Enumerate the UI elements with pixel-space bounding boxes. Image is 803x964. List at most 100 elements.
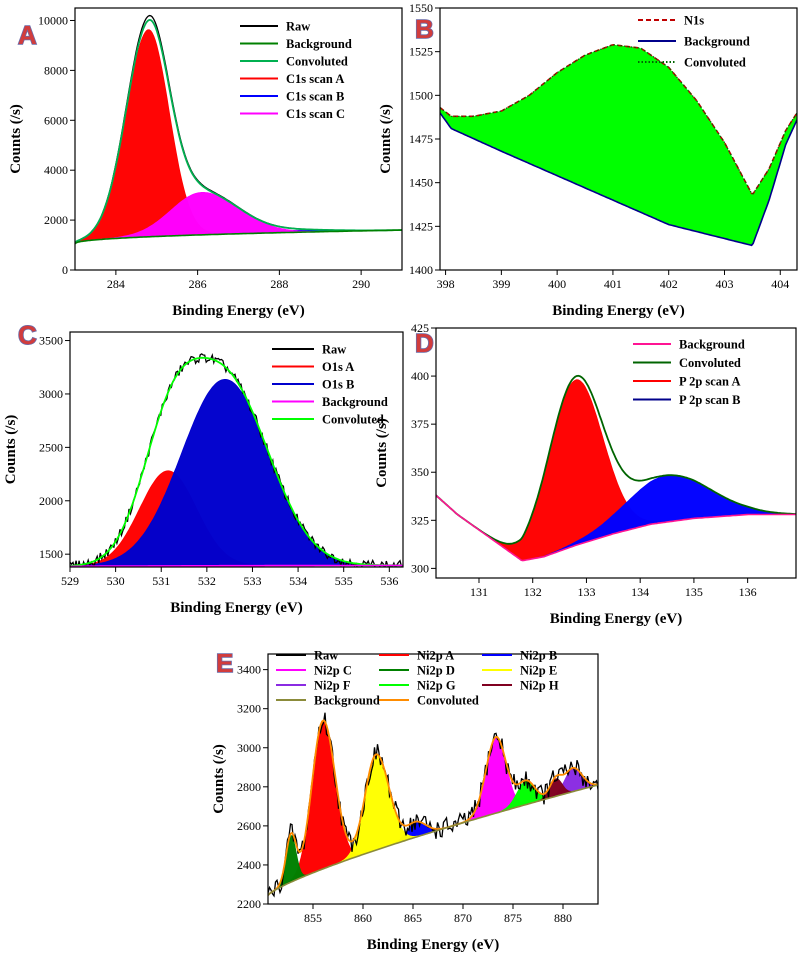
x-tick-label: 534 [289, 574, 307, 588]
x-tick-label: 880 [554, 911, 572, 925]
axes-frame [435, 327, 797, 579]
legend-label: Raw [286, 20, 310, 34]
panel-letter-a: A [18, 20, 37, 50]
x-tick-label: 399 [492, 277, 510, 291]
y-tick-label: 10000 [38, 13, 68, 27]
x-axis-title: Binding Energy (eV) [367, 937, 500, 953]
panel-letter-d: D [415, 328, 434, 358]
legend-label: Ni2p D [417, 664, 455, 678]
plot-area [70, 353, 403, 567]
x-tick-label: 398 [437, 277, 455, 291]
y-tick-label: 300 [411, 561, 429, 575]
plot-area [75, 14, 402, 245]
legend-label: Ni2p H [520, 679, 559, 693]
convoluted-line [75, 18, 402, 244]
legend-label: P 2p scan A [679, 375, 740, 389]
x-tick-label: 290 [352, 277, 370, 291]
legend-label: Ni2p A [417, 649, 454, 663]
y-tick-label: 1500 [409, 88, 433, 102]
y-tick-label: 1475 [409, 132, 433, 146]
y-tick-label: 2500 [39, 440, 63, 454]
x-tick-label: 532 [198, 574, 216, 588]
x-axis-title: Binding Energy (eV) [170, 600, 303, 616]
x-tick-label: 133 [577, 585, 595, 599]
panel-letter-c: C [18, 320, 37, 350]
convoluted-line [268, 719, 598, 896]
y-tick-label: 375 [411, 417, 429, 431]
legend-label: Raw [322, 343, 346, 357]
y-tick-label: 2400 [237, 858, 261, 872]
x-tick-label: 132 [524, 585, 542, 599]
x-tick-label: 530 [107, 574, 125, 588]
y-tick-label: 1425 [409, 219, 433, 233]
peak-fill-ni2p-a [268, 719, 598, 896]
y-axis-title: Counts (/s) [8, 104, 24, 174]
x-tick-label: 404 [771, 277, 789, 291]
legend-label: Ni2p F [314, 679, 351, 693]
legend-label: Ni2p C [314, 664, 352, 678]
legend-label: N1s [684, 14, 704, 28]
y-tick-label: 425 [411, 321, 429, 335]
x-tick-label: 870 [454, 911, 472, 925]
legend-label: P 2p scan B [679, 393, 740, 407]
y-tick-label: 0 [62, 263, 68, 277]
background-line [436, 494, 796, 562]
x-tick-label: 403 [715, 277, 733, 291]
x-tick-label: 531 [152, 574, 170, 588]
legend-label: O1s A [322, 360, 354, 374]
legend-label: O1s B [322, 378, 354, 392]
y-tick-label: 3000 [39, 387, 63, 401]
y-tick-label: 1500 [39, 547, 63, 561]
panel-letter-e: E [216, 648, 233, 678]
legend-label: Convoluted [417, 694, 479, 708]
y-tick-label: 2200 [237, 897, 261, 911]
x-axis-title: Binding Energy (eV) [172, 303, 305, 319]
y-tick-label: 3400 [237, 663, 261, 677]
chart-panel-e: 855 860 865 870 875 880 2200 2400 2600 2800 3000 32… [211, 647, 599, 953]
x-tick-label: 860 [354, 911, 372, 925]
legend-label: Raw [314, 649, 338, 663]
chart-panel-c: 529 530 531 532 533 534 535 536 1500 2000 2500 3000… [3, 319, 404, 616]
y-tick-label: 1525 [409, 45, 433, 59]
y-tick-label: 350 [411, 465, 429, 479]
x-tick-label: 529 [61, 574, 79, 588]
legend-label: Convoluted [684, 56, 746, 70]
x-axis-title: Binding Energy (eV) [550, 611, 683, 627]
legend-label: Background [679, 338, 745, 352]
x-tick-label: 400 [548, 277, 566, 291]
x-tick-label: 855 [304, 911, 322, 925]
x-tick-label: 402 [660, 277, 678, 291]
chart-panel-a: 284 286 288 290 0 2000 4000 6000 8000 10000 Bindin… [8, 7, 403, 319]
y-tick-label: 1450 [409, 176, 433, 190]
y-axis-title: Counts (/s) [3, 415, 19, 485]
plot-area [436, 374, 796, 562]
x-tick-label: 286 [189, 277, 207, 291]
y-tick-label: 1550 [409, 1, 433, 15]
y-tick-label: 3000 [237, 741, 261, 755]
legend-label: Ni2p E [520, 664, 557, 678]
x-tick-label: 288 [270, 277, 288, 291]
y-axis-title: Counts (/s) [211, 744, 227, 814]
convoluted-line [70, 356, 403, 567]
legend-label: Background [322, 395, 388, 409]
x-tick-label: 865 [404, 911, 422, 925]
y-tick-label: 4000 [44, 163, 68, 177]
y-tick-label: 2000 [39, 494, 63, 508]
y-tick-label: 8000 [44, 63, 68, 77]
y-tick-label: 2800 [237, 780, 261, 794]
y-axis-title: Counts (/s) [378, 104, 394, 174]
legend-label: Ni2p B [520, 649, 557, 663]
y-tick-label: 1400 [409, 263, 433, 277]
axes-frame [74, 7, 403, 271]
n1s-fill [440, 44, 797, 246]
y-tick-label: 325 [411, 513, 429, 527]
x-tick-label: 533 [243, 574, 261, 588]
legend-label: Background [286, 37, 352, 51]
chart-panel-d: 131 132 133 134 135 136 300 325 350 375 400 425 Bind… [374, 321, 797, 627]
background-line [75, 229, 402, 245]
legend-label: Convoluted [679, 356, 741, 370]
y-tick-label: 6000 [44, 113, 68, 127]
x-tick-label: 136 [739, 585, 757, 599]
axes-frame [69, 331, 404, 568]
panel-letter-b: B [415, 14, 434, 44]
